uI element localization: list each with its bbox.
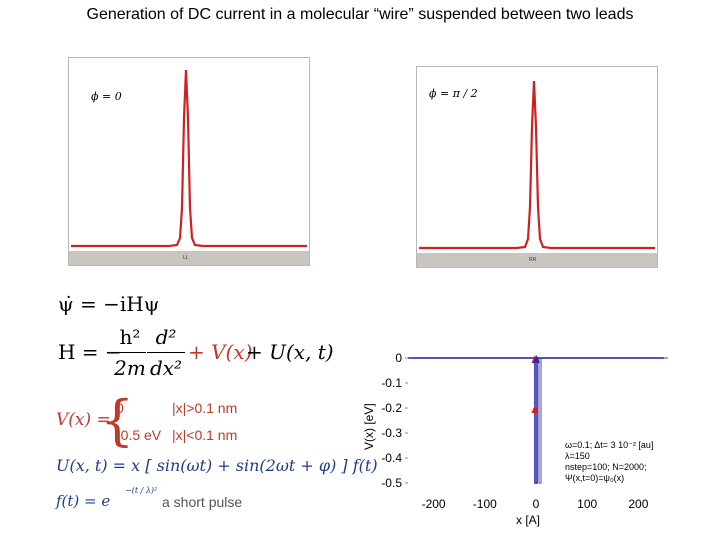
right-peak-plot — [419, 80, 655, 250]
tdse-equation: ψ̇ = −iHψ — [58, 292, 160, 316]
right-panel-tag: RR — [529, 257, 537, 263]
chart-y-axis-label: V(x) [eV] — [362, 403, 376, 450]
potential-chart-svg: 0 -0.1 -0.2 -0.3 -0.4 -0.5 -200 -100 0 100 200 — [381, 351, 668, 511]
left-peak-curve — [71, 69, 307, 248]
pulse-envelope-exponent: −(t / λ)² — [125, 486, 158, 495]
chart-x-tick-label: -200 — [422, 497, 446, 511]
left-peak-plot — [71, 69, 307, 248]
chart-x-tick-label: -100 — [473, 497, 497, 511]
derivative-numerator: d² — [155, 325, 177, 349]
pulse-note: a short pulse — [162, 494, 243, 510]
potential-chart: 0 -0.1 -0.2 -0.3 -0.4 -0.5 -200 -100 0 100 200 V(x… — [360, 338, 680, 540]
chart-parameter-line: ω=0.1; Δt= 3 10⁻² [au] — [565, 440, 654, 450]
hamiltonian-lhs: H = − — [58, 340, 122, 364]
chart-y-tick-label: -0.3 — [381, 426, 402, 440]
potential-case1-value: 0 — [116, 400, 124, 416]
chart-y-tick-label: 0 — [395, 351, 402, 365]
chart-parameter-line: nstep=100; N=2000; — [565, 462, 647, 472]
chart-x-tick-label: 100 — [577, 497, 597, 511]
chart-x-tick-label: 0 — [533, 497, 540, 511]
right-phi-label: ϕ = π / 2 — [429, 87, 478, 100]
chart-parameters: ω=0.1; Δt= 3 10⁻² [au] λ=150 nstep=100; N=… — [565, 440, 653, 484]
hamiltonian-potential-term: + V(x) — [188, 340, 253, 364]
right-peak-curve — [419, 80, 655, 250]
right-panel-floor — [417, 253, 657, 267]
chart-marker — [533, 355, 541, 363]
derivative-fraction-bar — [147, 352, 185, 353]
chart-y-tick-label: -0.5 — [381, 476, 402, 490]
chart-x-tick-label: 200 — [628, 497, 648, 511]
right-wavepacket-panel: ϕ = π / 2 RR — [416, 66, 658, 268]
slide-title: Generation of DC current in a molecular … — [86, 6, 634, 23]
hamiltonian-fraction-bar — [114, 352, 146, 353]
chart-parameter-line: Ψ(x,t=0)=ψ₀(x) — [565, 473, 625, 483]
derivative-denominator: dx² — [149, 356, 183, 380]
potential-case2-condition: |x|<0.1 nm — [172, 427, 238, 443]
potential-brace: { — [100, 389, 135, 452]
chart-y-tick-label: -0.1 — [381, 376, 402, 390]
potential-lhs: V(x) = — [56, 410, 111, 430]
left-panel-tag: LL — [183, 255, 189, 261]
hamiltonian-denominator: 2m — [114, 356, 146, 380]
pulse-envelope-equation: f(t) = e — [56, 492, 111, 510]
chart-x-axis-label: x [A] — [516, 513, 541, 527]
left-panel-floor — [69, 251, 309, 265]
chart-marker — [531, 405, 539, 413]
hamiltonian-numerator: h² — [119, 325, 141, 349]
hamiltonian-driving-term: + U(x, t) — [246, 340, 334, 364]
chart-y-tick-label: -0.2 — [381, 401, 402, 415]
chart-parameter-line: λ=150 — [565, 451, 590, 461]
chart-y-tick-label: -0.4 — [381, 451, 402, 465]
potential-case2-value: -0.5 eV — [116, 427, 162, 443]
chart-series-line-shadow — [412, 357, 668, 484]
potential-case1-condition: |x|>0.1 nm — [172, 400, 238, 416]
left-phi-label: ϕ = 0 — [91, 90, 122, 103]
driving-field-equation: U(x, t) = x [ sin(ωt) + sin(2ωt + φ) ] f… — [56, 456, 378, 475]
left-wavepacket-panel: ϕ = 0 LL — [68, 57, 310, 266]
